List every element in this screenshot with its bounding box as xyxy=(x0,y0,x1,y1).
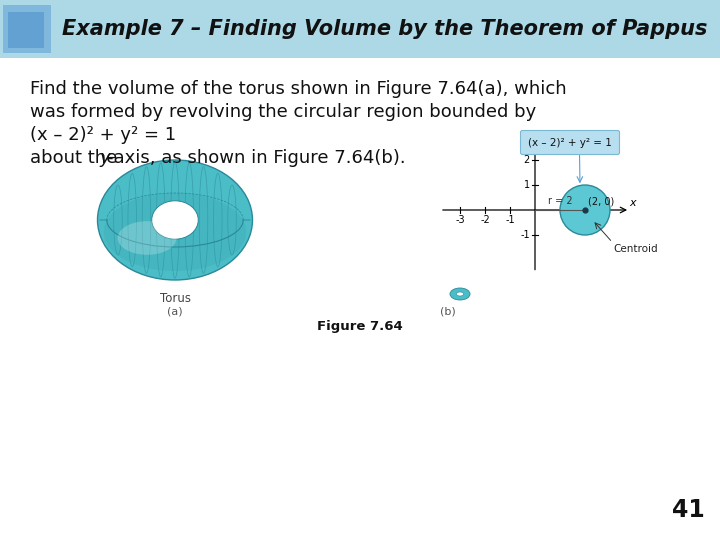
Text: Centroid: Centroid xyxy=(613,244,658,254)
Circle shape xyxy=(560,185,610,235)
Text: 2: 2 xyxy=(523,155,530,165)
FancyBboxPatch shape xyxy=(0,0,720,58)
Text: 41: 41 xyxy=(672,498,705,522)
Text: (b): (b) xyxy=(440,306,455,316)
Text: y: y xyxy=(99,149,109,167)
Ellipse shape xyxy=(97,160,253,280)
Ellipse shape xyxy=(456,292,464,296)
Text: x: x xyxy=(629,198,636,208)
FancyBboxPatch shape xyxy=(3,5,51,53)
Text: Find the volume of the torus shown in Figure 7.64(a), which: Find the volume of the torus shown in Fi… xyxy=(30,80,567,98)
Text: Figure 7.64: Figure 7.64 xyxy=(317,320,403,333)
Ellipse shape xyxy=(152,201,198,239)
Text: (x – 2)² + y² = 1: (x – 2)² + y² = 1 xyxy=(30,126,176,144)
Text: (2, 0): (2, 0) xyxy=(588,197,614,207)
Ellipse shape xyxy=(104,193,246,271)
Text: r = 2: r = 2 xyxy=(547,196,572,206)
Text: -1: -1 xyxy=(505,215,515,225)
Text: Example 7 – Finding Volume by the Theorem of Pappus: Example 7 – Finding Volume by the Theore… xyxy=(62,19,707,39)
Text: -3: -3 xyxy=(455,215,465,225)
Ellipse shape xyxy=(450,288,470,300)
Text: Torus: Torus xyxy=(160,292,191,305)
Text: (x – 2)² + y² = 1: (x – 2)² + y² = 1 xyxy=(528,138,612,147)
Ellipse shape xyxy=(117,221,176,255)
Text: was formed by revolving the circular region bounded by: was formed by revolving the circular reg… xyxy=(30,103,536,121)
Text: -axis, as shown in Figure 7.64(b).: -axis, as shown in Figure 7.64(b). xyxy=(107,149,405,167)
FancyBboxPatch shape xyxy=(521,131,619,154)
FancyBboxPatch shape xyxy=(8,12,44,48)
Text: -1: -1 xyxy=(521,230,530,240)
Text: (a): (a) xyxy=(167,306,183,316)
Text: -2: -2 xyxy=(480,215,490,225)
Text: about the: about the xyxy=(30,149,123,167)
Text: 1: 1 xyxy=(524,180,530,190)
